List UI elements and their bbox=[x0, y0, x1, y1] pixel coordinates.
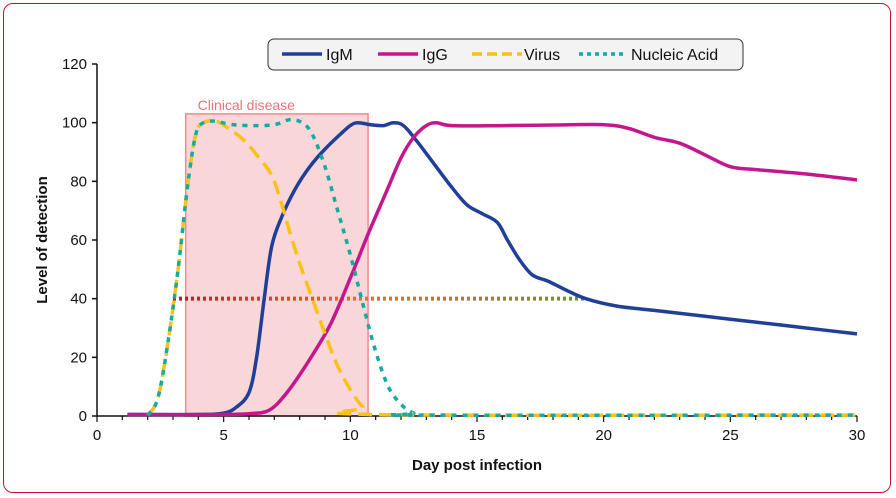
legend-label-nucleic-acid: Nucleic Acid bbox=[631, 47, 718, 64]
x-tick-label: 5 bbox=[219, 427, 227, 444]
y-tick-label: 120 bbox=[62, 56, 87, 73]
y-tick-label: 40 bbox=[70, 291, 87, 308]
y-tick-label: 60 bbox=[70, 232, 87, 249]
y-tick-label: 100 bbox=[62, 115, 87, 132]
clinical-disease-label: Clinical disease bbox=[198, 97, 295, 113]
y-tick-label: 0 bbox=[79, 408, 87, 425]
y-tick-label: 80 bbox=[70, 173, 87, 190]
series-line-igg bbox=[127, 120, 858, 417]
x-tick-label: 25 bbox=[722, 427, 739, 444]
x-axis-label: Day post infection bbox=[412, 457, 542, 474]
x-tick-label: 0 bbox=[93, 427, 101, 444]
x-tick-label: 30 bbox=[849, 427, 866, 444]
legend-label-igg: IgG bbox=[422, 47, 448, 64]
legend-label-igm: IgM bbox=[326, 47, 353, 64]
x-tick-label: 15 bbox=[469, 427, 486, 444]
legend-label-virus: Virus bbox=[524, 47, 560, 64]
x-tick-label: 20 bbox=[595, 427, 612, 444]
y-axis-label: Level of detection bbox=[34, 176, 51, 304]
y-tick-label: 20 bbox=[70, 349, 87, 366]
legend: IgM IgG Virus Nucleic Acid bbox=[267, 38, 744, 71]
x-tick-label: 10 bbox=[342, 427, 359, 444]
series-line-igm bbox=[127, 120, 858, 417]
